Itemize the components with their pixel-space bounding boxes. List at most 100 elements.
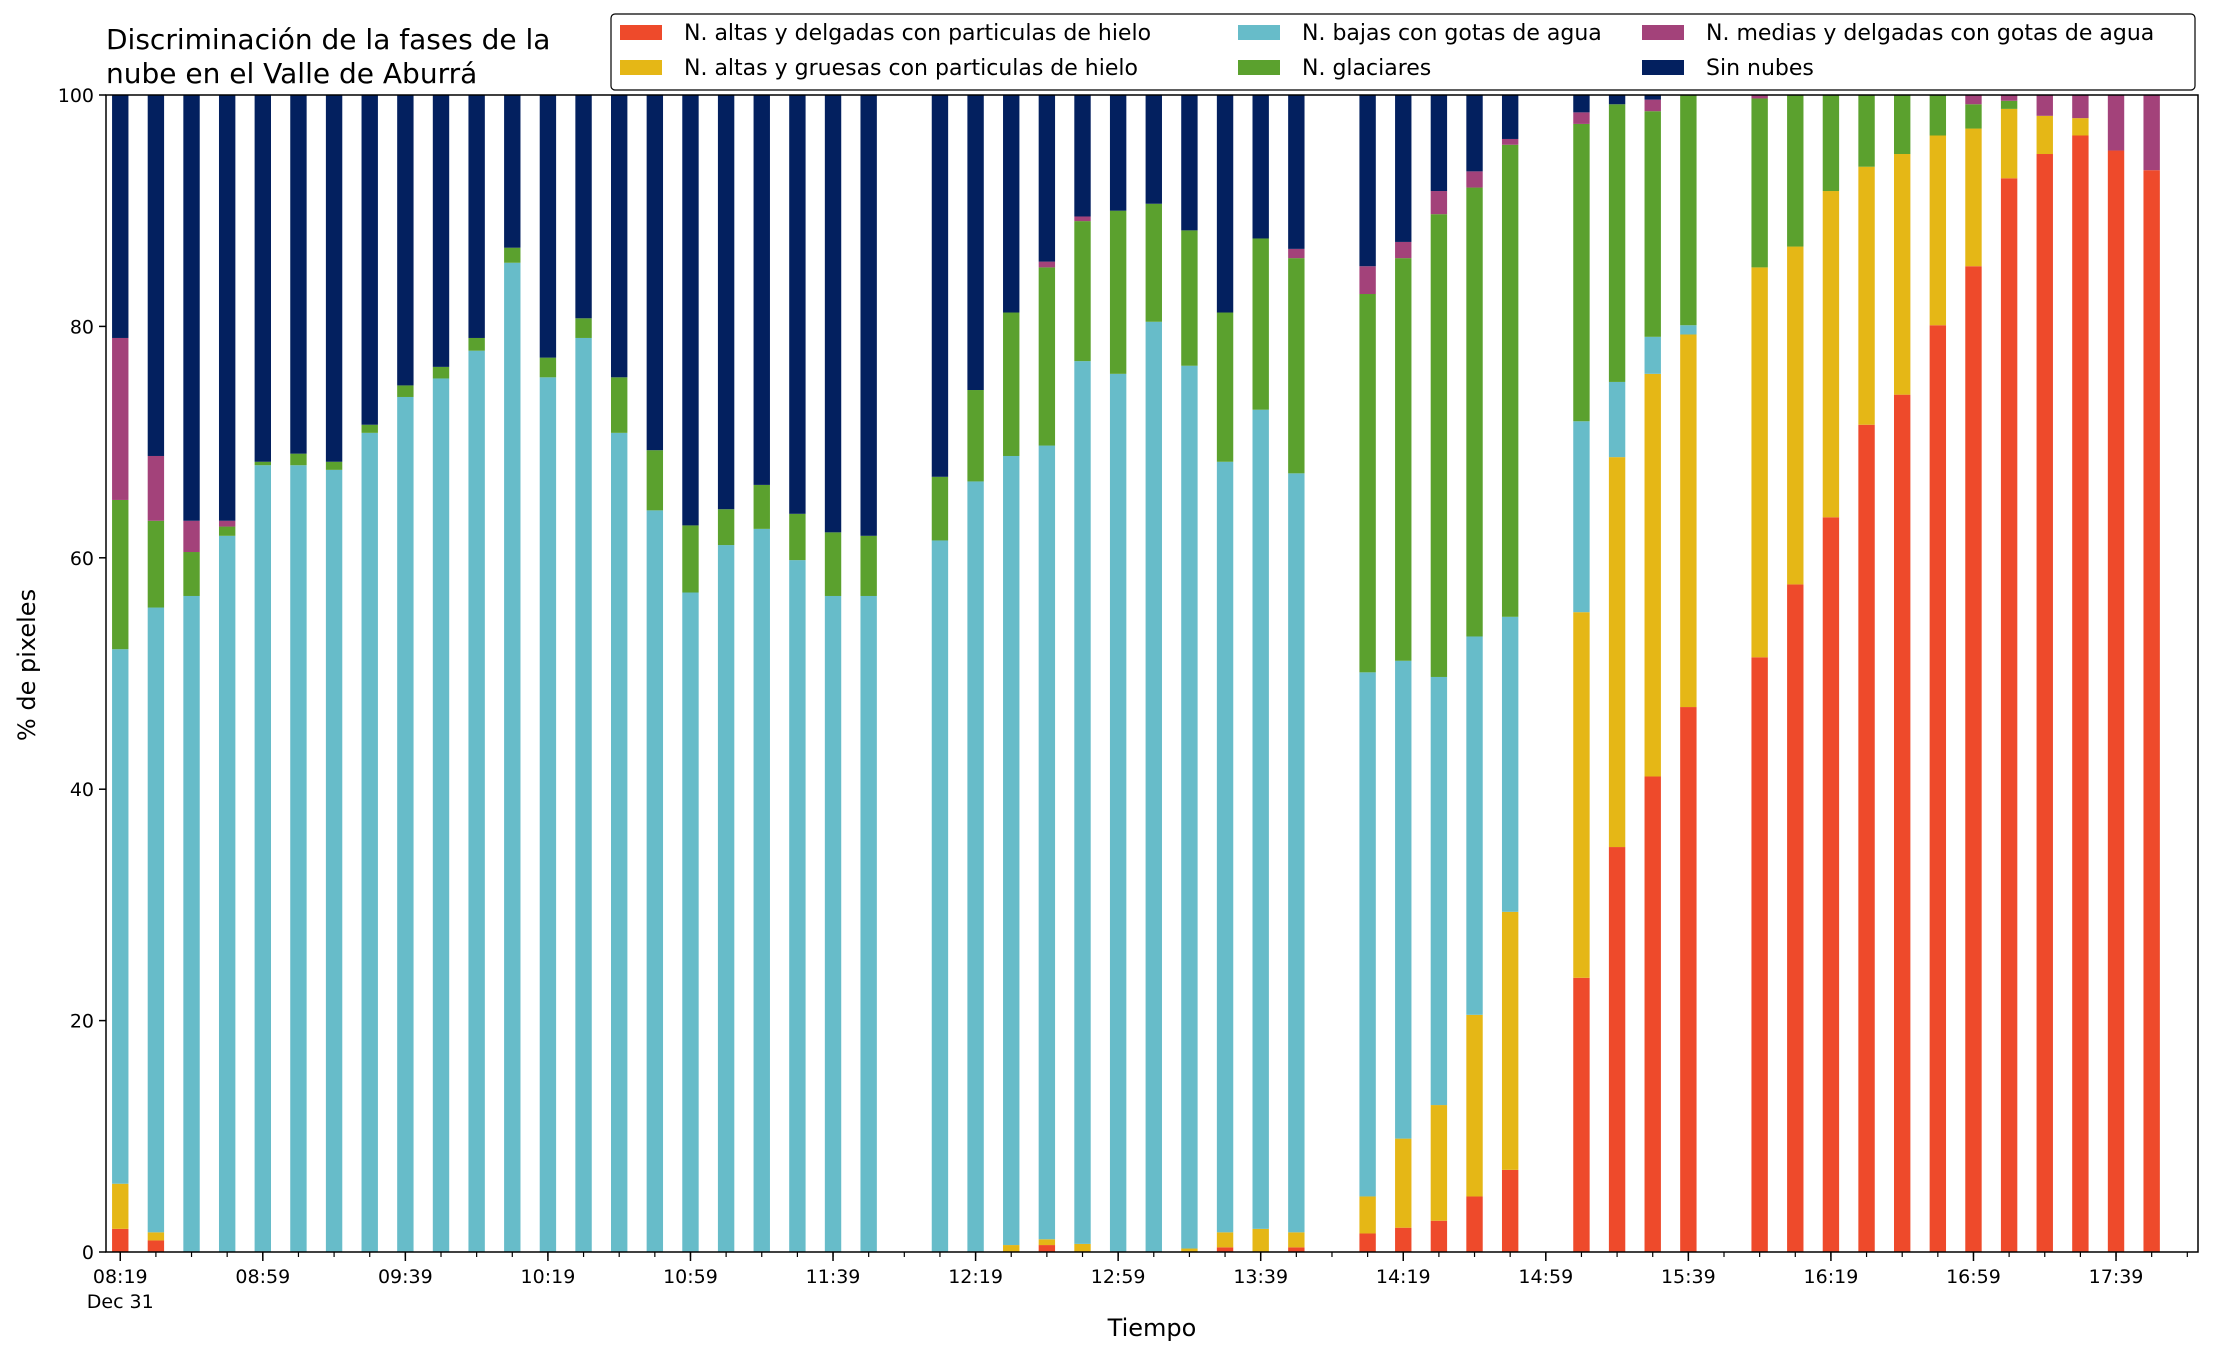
bar-segment-glaciares <box>789 513 806 561</box>
bar-segment-glaciares <box>967 390 984 482</box>
bar-segment-altas_gruesas_hielo <box>1787 246 1804 585</box>
chart-title: Discriminación de la fases de la nube en… <box>106 23 550 90</box>
bar-segment-glaciares <box>432 366 450 379</box>
legend-swatch-altas_delgadas_hielo <box>620 25 662 40</box>
bar-segment-glaciares <box>1501 144 1519 617</box>
bar-segment-bajas_agua <box>290 465 307 1252</box>
y-tick-label: 100 <box>58 85 94 107</box>
bars-layer <box>112 95 2160 1253</box>
y-tick-label: 0 <box>82 1242 94 1264</box>
bar-segment-glaciares <box>539 357 557 378</box>
bar-segment-altas_delgadas_hielo <box>1858 424 1875 1252</box>
bar-segment-glaciares <box>1644 111 1661 337</box>
bar-segment-altas_gruesas_hielo <box>1430 1105 1448 1221</box>
x-tick-label: 16:19 <box>1804 1266 1859 1288</box>
bar-stack <box>325 95 343 1252</box>
bar-segment-altas_gruesas_hielo <box>1359 1196 1376 1234</box>
bar-segment-sin_nubes <box>824 95 842 533</box>
bar-stack <box>2143 95 2160 1253</box>
bar-stack <box>1751 95 1768 1252</box>
bar-segment-bajas_agua <box>147 607 165 1233</box>
bar-segment-bajas_agua <box>824 595 842 1252</box>
bar-stack <box>112 95 129 1252</box>
bar-segment-bajas_agua <box>646 510 664 1252</box>
bar-segment-altas_delgadas_hielo <box>1608 847 1626 1252</box>
x-axis: 08:19 Dec 31 08:59 09:39 10:19 10:59 11:39 12:1… <box>87 1252 2188 1313</box>
bar-segment-sin_nubes <box>112 95 129 338</box>
bar-segment-bajas_agua <box>1430 676 1448 1106</box>
bar-stack <box>789 95 806 1252</box>
bar-segment-altas_gruesas_hielo <box>147 1232 165 1241</box>
y-tick-label: 20 <box>70 1011 94 1033</box>
bar-segment-medias_agua <box>2072 95 2089 119</box>
bar-segment-bajas_agua <box>254 465 271 1252</box>
bar-stack <box>218 95 236 1252</box>
bar-segment-bajas_agua <box>1395 660 1412 1139</box>
bar-stack <box>1894 95 1911 1252</box>
bar-segment-bajas_agua <box>682 592 699 1252</box>
bar-segment-altas_gruesas_hielo <box>112 1183 129 1229</box>
bar-segment-altas_gruesas_hielo <box>2072 118 2089 136</box>
bar-segment-glaciares <box>860 535 877 596</box>
bar-stack <box>1288 95 1305 1252</box>
bar-segment-glaciares <box>183 552 200 596</box>
bar-segment-bajas_agua <box>1644 336 1661 374</box>
bar-segment-altas_delgadas_hielo <box>1038 1245 1056 1252</box>
bar-segment-glaciares <box>753 484 770 529</box>
x-tick-label: 10:19 <box>521 1266 576 1288</box>
bar-segment-bajas_agua <box>325 469 343 1252</box>
bar-segment-altas_gruesas_hielo <box>1216 1232 1234 1248</box>
bar-segment-sin_nubes <box>539 95 557 358</box>
bar-segment-medias_agua <box>1644 99 1661 112</box>
bar-segment-altas_delgadas_hielo <box>1929 325 1947 1252</box>
bar-segment-sin_nubes <box>646 95 664 451</box>
bar-segment-bajas_agua <box>1216 461 1234 1233</box>
bar-segment-sin_nubes <box>147 95 165 456</box>
bar-segment-altas_gruesas_hielo <box>1751 267 1768 658</box>
bar-segment-bajas_agua <box>611 432 628 1253</box>
bar-segment-glaciares <box>1822 95 1840 192</box>
bar-stack <box>361 95 378 1253</box>
bar-segment-altas_delgadas_hielo <box>1288 1247 1305 1252</box>
bar-segment-sin_nubes <box>1501 95 1519 139</box>
bar-segment-altas_gruesas_hielo <box>1822 191 1840 518</box>
bar-segment-sin_nubes <box>432 95 450 367</box>
bar-segment-glaciares <box>1359 294 1376 673</box>
bar-stack <box>1038 95 1056 1252</box>
bar-segment-altas_delgadas_hielo <box>1644 776 1661 1252</box>
bar-stack <box>682 95 699 1252</box>
bar-stack <box>1501 95 1519 1252</box>
x-tick-label: 14:59 <box>1518 1266 1573 1288</box>
bar-stack <box>539 95 557 1252</box>
bar-stack <box>2072 95 2089 1252</box>
bar-segment-bajas_agua <box>218 535 236 1252</box>
legend-swatch-glaciares <box>1238 60 1280 75</box>
bar-stack <box>1359 95 1376 1252</box>
bar-stack <box>254 95 271 1252</box>
bar-stack <box>1003 95 1020 1252</box>
bar-segment-bajas_agua <box>1573 421 1590 613</box>
bar-segment-bajas_agua <box>361 432 378 1253</box>
bar-segment-bajas_agua <box>1680 325 1697 335</box>
bar-segment-altas_delgadas_hielo <box>147 1240 165 1252</box>
bar-segment-sin_nubes <box>325 95 343 462</box>
bar-segment-glaciares <box>646 450 664 511</box>
x-axis-label: Tiempo <box>1107 1314 1197 1342</box>
bar-stack <box>611 95 628 1253</box>
bar-segment-bajas_agua <box>717 545 735 1252</box>
bar-segment-sin_nubes <box>183 95 200 521</box>
bar-segment-sin_nubes <box>753 95 770 485</box>
y-axis: 0 20 40 60 80 100 <box>58 85 106 1264</box>
bar-segment-glaciares <box>218 526 236 536</box>
legend-swatch-bajas_agua <box>1238 25 1280 40</box>
bar-stack <box>575 95 592 1253</box>
bar-segment-altas_delgadas_hielo <box>1466 1196 1483 1252</box>
bar-segment-altas_gruesas_hielo <box>1466 1014 1483 1197</box>
bar-segment-medias_agua <box>183 520 200 553</box>
bar-segment-bajas_agua <box>504 262 521 1252</box>
bar-segment-medias_agua <box>147 455 165 521</box>
bar-stack <box>1109 95 1127 1253</box>
bar-segment-bajas_agua <box>1145 321 1162 1252</box>
bar-segment-altas_gruesas_hielo <box>1074 1243 1091 1252</box>
bar-segment-glaciares <box>611 377 628 433</box>
